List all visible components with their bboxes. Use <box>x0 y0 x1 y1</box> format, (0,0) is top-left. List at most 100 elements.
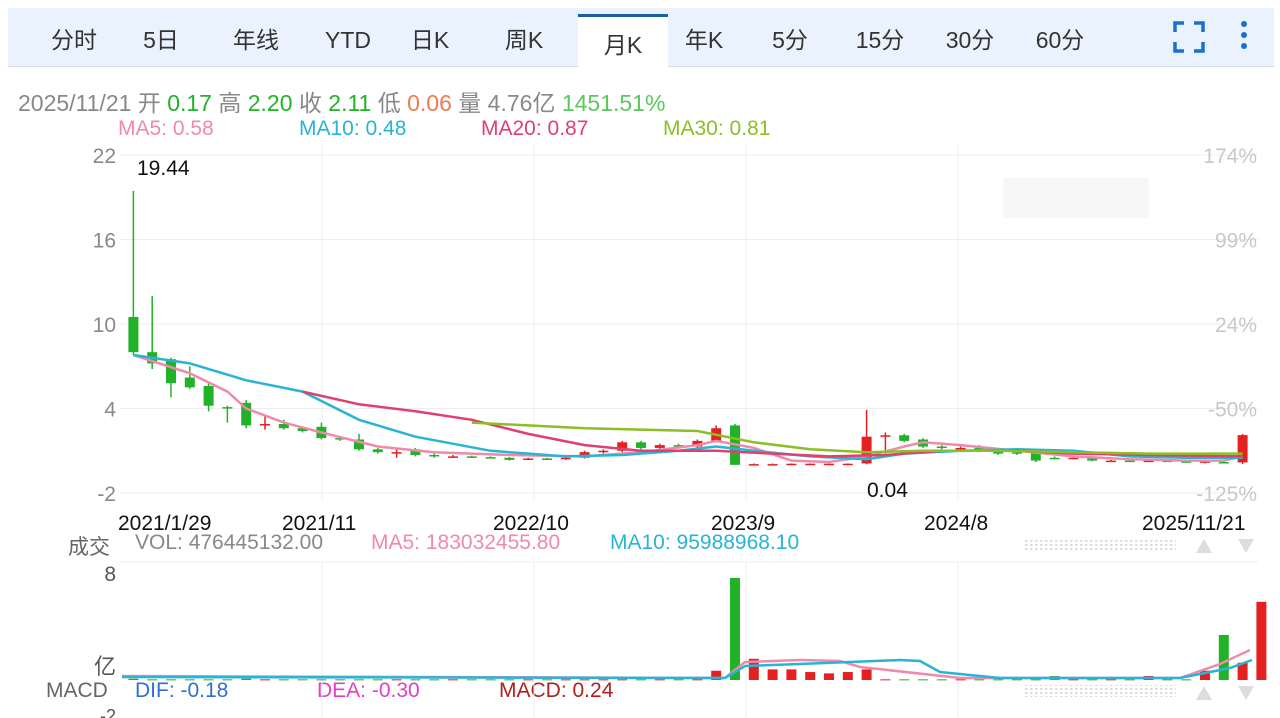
tab-6[interactable]: 周K <box>504 27 544 53</box>
tab-10[interactable]: 15分 <box>855 27 905 53</box>
candle-body <box>748 464 759 466</box>
x-axis-label: 2025/11/21 <box>1142 512 1246 535</box>
fullscreen-icon[interactable] <box>1172 20 1206 59</box>
candle-body <box>260 423 270 426</box>
candle-body <box>1218 462 1229 464</box>
tab-7[interactable]: 月K <box>578 14 668 69</box>
volume-bar <box>372 679 383 681</box>
volume-bar <box>1124 679 1135 681</box>
volume-unit: 亿 <box>94 654 116 679</box>
ma5-label: MA5: 0.58 <box>118 117 214 140</box>
x-axis-label: 2022/10 <box>493 512 569 535</box>
ma10-label: MA10: 0.48 <box>299 117 407 140</box>
scroll-down-icon <box>1238 686 1254 700</box>
volume-value-label: VOL: 476445132.00 <box>135 531 323 554</box>
volume-bar <box>974 679 985 681</box>
candle-body <box>354 439 364 450</box>
volume-bar <box>636 679 646 681</box>
candle-body <box>654 445 665 448</box>
tab-12[interactable]: 60分 <box>1035 27 1085 53</box>
volume-bar <box>579 679 590 681</box>
volume-bar <box>222 679 233 681</box>
ma20-label: MA20: 0.87 <box>481 117 589 140</box>
volume-bar <box>936 679 947 681</box>
volume-bar <box>786 669 797 680</box>
candle-body <box>542 458 552 460</box>
volume-bar <box>955 679 966 681</box>
volume-bar <box>1012 679 1022 681</box>
volume-bar <box>260 679 270 681</box>
scroll-up-icon <box>1196 539 1212 553</box>
candle-body <box>560 457 571 460</box>
volume-bar <box>184 679 195 681</box>
volume-bar <box>448 679 458 681</box>
volume-y-tick: 8 <box>104 563 116 586</box>
volume-bar <box>410 679 421 681</box>
x-axis-label: 2021/1/29 <box>118 512 211 535</box>
volume-bar <box>335 679 346 681</box>
tab-11[interactable]: 30分 <box>945 27 995 53</box>
volume-bar <box>748 658 759 680</box>
volume-bar <box>711 670 722 680</box>
low-label: 低 <box>377 90 401 116</box>
volume-bar <box>1237 662 1248 680</box>
ma-line-ma20 <box>302 390 1243 458</box>
scroll-up-icon <box>1196 686 1212 700</box>
volume-bar <box>391 679 402 681</box>
volume-ma5-label: MA5: 183032455.80 <box>371 531 561 554</box>
volume-bar <box>1087 679 1098 681</box>
candle-body <box>767 464 778 466</box>
y-tick-label: 22 <box>93 145 116 168</box>
volume-bar <box>429 679 440 681</box>
tab-4[interactable]: YTD <box>325 27 371 53</box>
low-value: 0.06 <box>407 90 452 116</box>
candle-body <box>297 428 308 432</box>
max-price-label: 19.44 <box>137 157 190 180</box>
x-axis-label: 2021/11 <box>282 512 356 535</box>
tab-1[interactable]: 分时 <box>51 27 97 53</box>
tab-3[interactable]: 年线 <box>233 27 279 53</box>
ma-line-ma30 <box>471 421 1243 455</box>
volume-bar <box>880 679 891 681</box>
indicator-dots <box>1024 538 1176 550</box>
candle-body <box>1068 457 1079 460</box>
macd-value-label: MACD: 0.24 <box>499 679 614 702</box>
high-value: 2.20 <box>247 90 293 116</box>
macd-y-tick: -2 <box>100 706 116 718</box>
candle-body <box>466 456 477 458</box>
candle-body <box>184 377 195 388</box>
ma-line-ma5 <box>133 353 1243 464</box>
volume-bar <box>805 672 816 680</box>
more-vertical-icon[interactable] <box>1234 20 1254 59</box>
macd-dea-label: DEA: -0.30 <box>317 679 420 702</box>
volume-bar <box>466 679 477 681</box>
ma-line-ma10 <box>133 353 1243 461</box>
volume-bar <box>354 679 364 681</box>
volume-bar <box>673 679 684 681</box>
volume-bar <box>241 678 252 680</box>
right-tick-label: -125% <box>1196 483 1257 506</box>
right-tick-label: 99% <box>1215 230 1257 253</box>
volume-bar <box>1162 679 1173 681</box>
volume-bar <box>1068 679 1079 681</box>
x-axis-label: 2023/9 <box>711 512 775 535</box>
tab-5[interactable]: 日K <box>410 27 450 53</box>
candle-body <box>203 385 214 406</box>
open-label: 开 <box>137 90 161 116</box>
indicator-dots <box>1024 685 1176 697</box>
volume-bar <box>147 679 158 681</box>
volume-bar <box>1181 679 1192 681</box>
candle-body <box>805 463 816 466</box>
scroll-down-icon <box>1238 539 1254 553</box>
ohlc-info-line: 2025/11/21 开 0.17 高 2.20 收 2.11 低 0.06 量… <box>18 84 665 118</box>
x-axis-label: 2024/8 <box>924 512 988 535</box>
volume-bar <box>1256 601 1267 680</box>
watermark-logo <box>1003 178 1149 218</box>
volume-bar <box>203 679 214 681</box>
tab-2[interactable]: 5日 <box>143 27 179 53</box>
volume-bar <box>560 679 571 681</box>
candle-body <box>936 446 947 449</box>
tab-8[interactable]: 年K <box>684 27 724 53</box>
tab-9[interactable]: 5分 <box>772 27 808 53</box>
